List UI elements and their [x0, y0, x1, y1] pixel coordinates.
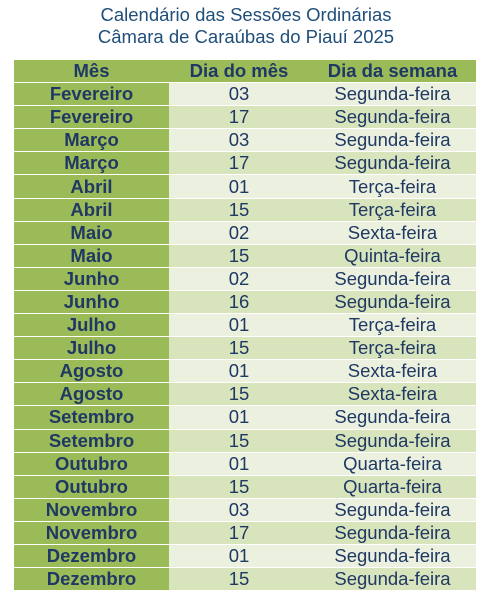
page-title: Calendário das Sessões Ordinárias Câmara…: [0, 4, 492, 48]
weekday-cell: Segunda-feira: [309, 82, 476, 107]
day-cell: 15: [169, 429, 309, 453]
weekday-cell: Sexta-feira: [309, 359, 476, 384]
day-cell: 03: [169, 82, 309, 107]
table-row: Setembro 15 Segunda-feira: [14, 429, 476, 453]
month-cell: Dezembro: [14, 544, 169, 569]
day-cell: 15: [169, 567, 309, 592]
weekday-cell: Terça-feira: [309, 313, 476, 338]
weekday-cell: Segunda-feira: [309, 151, 476, 176]
table-row: Março 17 Segunda-feira: [14, 151, 476, 176]
day-cell: 01: [169, 174, 309, 199]
month-cell: Abril: [14, 198, 169, 222]
table-row: Outubro 01 Quarta-feira: [14, 452, 476, 476]
weekday-cell: Segunda-feira: [309, 105, 476, 130]
month-cell: Julho: [14, 336, 169, 361]
table-row: Julho 15 Terça-feira: [14, 336, 476, 361]
table-row: Março 03 Segunda-feira: [14, 128, 476, 153]
weekday-cell: Quinta-feira: [309, 244, 476, 268]
sessions-calendar-table: Mês Dia do mês Dia da semana Fevereiro 03…: [14, 60, 476, 592]
table-row: Novembro 17 Segunda-feira: [14, 521, 476, 545]
month-cell: Abril: [14, 174, 169, 199]
day-cell: 01: [169, 405, 309, 430]
weekday-cell: Sexta-feira: [309, 382, 476, 407]
table-row: Junho 16 Segunda-feira: [14, 290, 476, 315]
weekday-cell: Quarta-feira: [309, 452, 476, 476]
month-cell: Junho: [14, 267, 169, 291]
weekday-cell: Terça-feira: [309, 174, 476, 199]
weekday-cell: Quarta-feira: [309, 475, 476, 499]
day-cell: 01: [169, 359, 309, 384]
table-row: Fevereiro 03 Segunda-feira: [14, 82, 476, 107]
day-cell: 16: [169, 290, 309, 315]
header-day-of-month: Dia do mês: [169, 60, 309, 84]
weekday-cell: Segunda-feira: [309, 429, 476, 453]
day-cell: 17: [169, 105, 309, 130]
weekday-cell: Segunda-feira: [309, 521, 476, 545]
table-header: Mês Dia do mês Dia da semana: [14, 60, 476, 84]
table-row: Abril 15 Terça-feira: [14, 198, 476, 222]
weekday-cell: Segunda-feira: [309, 567, 476, 592]
table-row: Dezembro 15 Segunda-feira: [14, 567, 476, 592]
month-cell: Agosto: [14, 382, 169, 407]
month-cell: Maio: [14, 221, 169, 245]
day-cell: 01: [169, 313, 309, 338]
month-cell: Fevereiro: [14, 105, 169, 130]
day-cell: 02: [169, 221, 309, 245]
table-body: Fevereiro 03 Segunda-feira Fevereiro 17 Segun…: [14, 82, 476, 592]
month-cell: Outubro: [14, 475, 169, 499]
day-cell: 03: [169, 498, 309, 522]
table-row: Abril 01 Terça-feira: [14, 174, 476, 199]
day-cell: 15: [169, 382, 309, 407]
weekday-cell: Segunda-feira: [309, 544, 476, 569]
title-line-1: Calendário das Sessões Ordinárias: [100, 4, 392, 25]
day-cell: 17: [169, 151, 309, 176]
table-row: Agosto 15 Sexta-feira: [14, 382, 476, 407]
weekday-cell: Segunda-feira: [309, 405, 476, 430]
table-row: Agosto 01 Sexta-feira: [14, 359, 476, 384]
weekday-cell: Segunda-feira: [309, 267, 476, 291]
month-cell: Setembro: [14, 429, 169, 453]
weekday-cell: Segunda-feira: [309, 498, 476, 522]
table-row: Fevereiro 17 Segunda-feira: [14, 105, 476, 130]
header-weekday: Dia da semana: [309, 60, 476, 84]
month-cell: Agosto: [14, 359, 169, 384]
title-line-2: Câmara de Caraúbas do Piauí 2025: [97, 26, 395, 47]
month-cell: Novembro: [14, 521, 169, 545]
day-cell: 02: [169, 267, 309, 291]
month-cell: Setembro: [14, 405, 169, 430]
month-cell: Março: [14, 128, 169, 153]
header-row: Mês Dia do mês Dia da semana: [14, 60, 476, 84]
day-cell: 03: [169, 128, 309, 153]
month-cell: Dezembro: [14, 567, 169, 592]
day-cell: 15: [169, 244, 309, 268]
month-cell: Novembro: [14, 498, 169, 522]
weekday-cell: Segunda-feira: [309, 290, 476, 315]
weekday-cell: Terça-feira: [309, 336, 476, 361]
table-row: Junho 02 Segunda-feira: [14, 267, 476, 291]
table-row: Novembro 03 Segunda-feira: [14, 498, 476, 522]
weekday-cell: Segunda-feira: [309, 128, 476, 153]
table-row: Outubro 15 Quarta-feira: [14, 475, 476, 499]
day-cell: 01: [169, 544, 309, 569]
day-cell: 17: [169, 521, 309, 545]
table-row: Maio 02 Sexta-feira: [14, 221, 476, 245]
table-row: Maio 15 Quinta-feira: [14, 244, 476, 268]
table-row: Dezembro 01 Segunda-feira: [14, 544, 476, 569]
table-row: Setembro 01 Segunda-feira: [14, 405, 476, 430]
month-cell: Fevereiro: [14, 82, 169, 107]
weekday-cell: Sexta-feira: [309, 221, 476, 245]
header-month: Mês: [14, 60, 169, 84]
day-cell: 15: [169, 336, 309, 361]
weekday-cell: Terça-feira: [309, 198, 476, 222]
month-cell: Maio: [14, 244, 169, 268]
month-cell: Julho: [14, 313, 169, 338]
day-cell: 15: [169, 198, 309, 222]
day-cell: 01: [169, 452, 309, 476]
month-cell: Março: [14, 151, 169, 176]
table-row: Julho 01 Terça-feira: [14, 313, 476, 338]
month-cell: Junho: [14, 290, 169, 315]
month-cell: Outubro: [14, 452, 169, 476]
day-cell: 15: [169, 475, 309, 499]
